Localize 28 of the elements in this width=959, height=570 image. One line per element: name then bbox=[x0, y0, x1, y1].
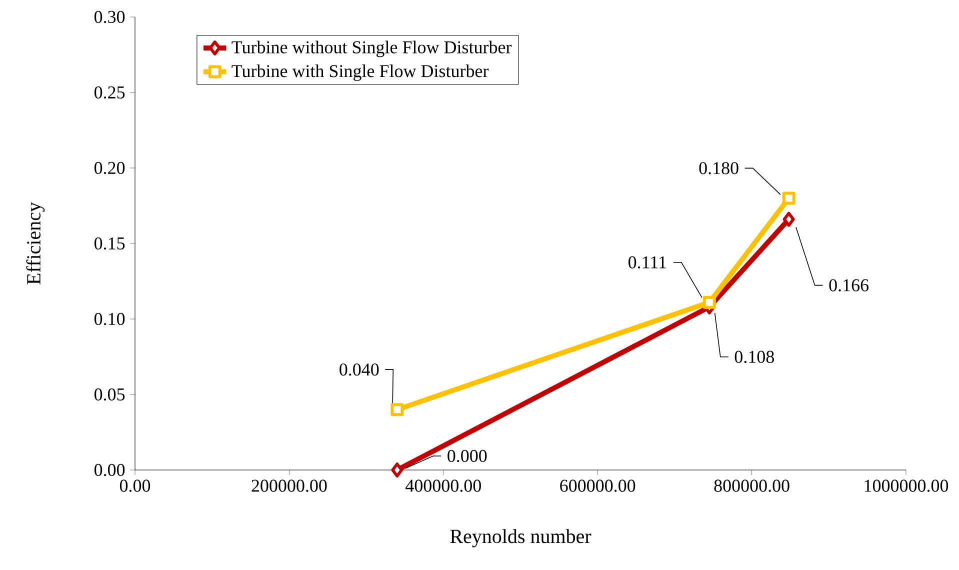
data-label: 0.108 bbox=[734, 350, 774, 364]
data-label: 0.000 bbox=[448, 450, 487, 462]
point bbox=[702, 296, 716, 309]
data-label: 0.166 bbox=[829, 279, 869, 292]
data-label: 0.040 bbox=[340, 363, 379, 376]
y-tick-label: 0.10 bbox=[94, 312, 125, 326]
x-tick-label: 1000000.00 bbox=[864, 480, 948, 492]
y-tick-label: 0.05 bbox=[94, 388, 125, 401]
y-axis-title: Efficiency bbox=[26, 202, 45, 284]
point bbox=[390, 403, 404, 416]
y-tick-label: 0.30 bbox=[94, 10, 125, 24]
x-tick-label: 800000.00 bbox=[714, 480, 790, 492]
legend-label: Turbine without Single Flow Disturber bbox=[232, 40, 512, 58]
y-tick-label: 0.15 bbox=[94, 237, 125, 250]
x-tick-label: 200000.00 bbox=[252, 480, 327, 492]
legend-label: Turbine with Single Flow Disturber bbox=[232, 64, 489, 81]
y-tick-label: 0.00 bbox=[94, 464, 125, 476]
point bbox=[391, 462, 404, 478]
data-label: 0.111 bbox=[628, 256, 666, 268]
x-tick-label: 600000.00 bbox=[560, 480, 636, 492]
y-tick-label: 0.20 bbox=[94, 162, 125, 174]
x-axis-title: Reynolds number bbox=[450, 529, 592, 548]
data-label: 0.180 bbox=[699, 162, 738, 174]
point bbox=[782, 192, 796, 205]
y-tick-label: 0.25 bbox=[94, 86, 125, 99]
point bbox=[782, 212, 795, 227]
x-tick-label: 400000.00 bbox=[406, 480, 481, 492]
x-tick-label: 0.00 bbox=[120, 480, 150, 492]
